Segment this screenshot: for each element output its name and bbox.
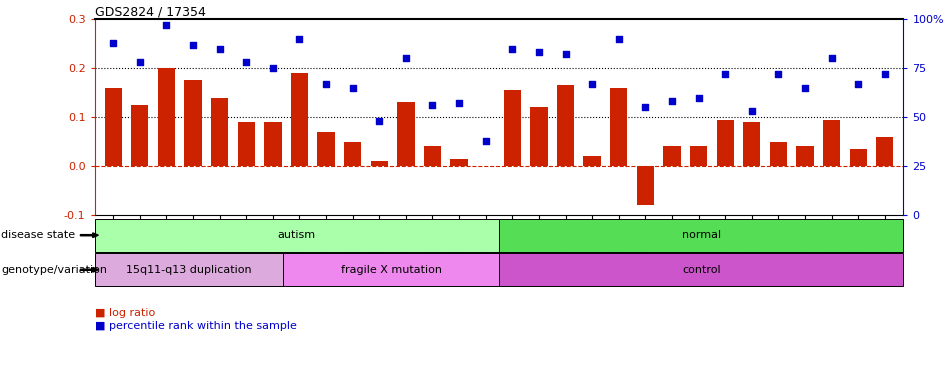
Point xyxy=(398,55,413,61)
Bar xyxy=(424,147,441,166)
Bar xyxy=(797,147,814,166)
Bar xyxy=(584,156,601,166)
Point xyxy=(292,36,307,42)
Point xyxy=(372,118,387,124)
Bar xyxy=(823,119,840,166)
Bar xyxy=(95,253,283,286)
Point xyxy=(345,85,360,91)
Point xyxy=(771,71,786,77)
Bar xyxy=(531,108,548,166)
Bar xyxy=(850,149,867,166)
Text: genotype/variation: genotype/variation xyxy=(1,265,107,275)
Point xyxy=(585,81,600,87)
Point xyxy=(745,108,760,114)
Text: ■ log ratio: ■ log ratio xyxy=(95,308,155,318)
Text: normal: normal xyxy=(682,230,721,240)
Bar xyxy=(499,219,903,252)
Point xyxy=(106,40,121,46)
Point xyxy=(850,81,866,87)
Bar xyxy=(344,142,361,166)
Bar xyxy=(397,103,414,166)
Bar xyxy=(610,88,627,166)
Bar xyxy=(499,253,903,286)
Bar xyxy=(744,122,761,166)
Point xyxy=(238,59,254,65)
Point xyxy=(611,36,626,42)
Point xyxy=(691,94,706,101)
Point xyxy=(132,59,148,65)
Bar xyxy=(290,73,308,166)
Point xyxy=(532,50,547,56)
Point xyxy=(159,22,174,28)
Text: disease state: disease state xyxy=(1,230,75,240)
Point xyxy=(478,137,493,144)
Bar xyxy=(503,90,521,166)
Bar xyxy=(131,105,149,166)
Bar xyxy=(371,161,388,166)
Bar xyxy=(158,68,175,166)
Point xyxy=(451,100,466,106)
Text: GDS2824 / 17354: GDS2824 / 17354 xyxy=(95,5,205,18)
Bar xyxy=(95,219,499,252)
Text: autism: autism xyxy=(278,230,316,240)
Point xyxy=(718,71,733,77)
Bar xyxy=(237,122,254,166)
Point xyxy=(797,85,813,91)
Point xyxy=(265,65,280,71)
Bar xyxy=(690,147,708,166)
Bar xyxy=(283,253,499,286)
Text: 15q11-q13 duplication: 15q11-q13 duplication xyxy=(126,265,252,275)
Bar xyxy=(876,137,893,166)
Bar xyxy=(637,166,654,205)
Bar xyxy=(318,132,335,166)
Point xyxy=(558,51,573,58)
Point xyxy=(212,46,227,52)
Bar xyxy=(557,85,574,166)
Bar xyxy=(264,122,282,166)
Point xyxy=(824,55,839,61)
Point xyxy=(425,102,440,108)
Bar xyxy=(663,147,680,166)
Bar xyxy=(211,98,228,166)
Bar xyxy=(450,159,467,166)
Bar xyxy=(184,80,201,166)
Point xyxy=(664,98,679,104)
Text: ■ percentile rank within the sample: ■ percentile rank within the sample xyxy=(95,321,296,331)
Bar xyxy=(105,88,122,166)
Point xyxy=(877,71,892,77)
Point xyxy=(319,81,334,87)
Bar xyxy=(770,142,787,166)
Point xyxy=(505,46,520,52)
Text: control: control xyxy=(682,265,721,275)
Point xyxy=(185,41,201,48)
Bar xyxy=(716,119,734,166)
Point xyxy=(638,104,653,111)
Text: fragile X mutation: fragile X mutation xyxy=(341,265,442,275)
